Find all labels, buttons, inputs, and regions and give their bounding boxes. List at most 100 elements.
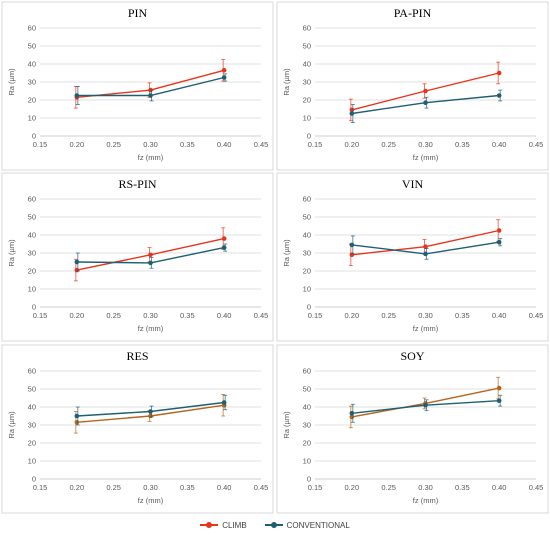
y-tick-label: 30 xyxy=(303,249,311,258)
y-tick-label: 20 xyxy=(28,96,36,105)
y-tick-label: 30 xyxy=(303,421,311,430)
x-tick-label: 0.25 xyxy=(381,140,396,149)
x-tick-label: 0.45 xyxy=(529,140,544,149)
data-point xyxy=(496,70,502,76)
y-tick-label: 0 xyxy=(32,132,36,141)
conventional-legend-marker xyxy=(264,522,283,528)
y-tick-label: 60 xyxy=(303,24,311,33)
x-tick-label: 0.15 xyxy=(33,483,48,492)
y-tick-label: 40 xyxy=(303,231,311,240)
series-conventional xyxy=(74,243,228,272)
y-tick-label: 0 xyxy=(307,475,311,484)
x-tick-label: 0.15 xyxy=(33,311,48,320)
x-tick-label: 0.25 xyxy=(381,483,396,492)
x-tick-label: 0.25 xyxy=(106,483,121,492)
y-tick-label: 30 xyxy=(303,78,311,87)
panel-frame xyxy=(276,172,549,342)
data-point xyxy=(423,402,428,408)
y-tick-label: 20 xyxy=(303,96,311,105)
data-point xyxy=(349,411,355,416)
x-tick-label: 0.30 xyxy=(418,311,433,320)
y-tick-label: 60 xyxy=(303,195,311,204)
chart-panel-rs-pin: RS-PIN 0 10 20 30 40 50 60 0.15 0.20 0.25 0.30 0.35 0… xyxy=(1,172,274,342)
chart-title: VIN xyxy=(402,177,424,191)
y-axis-title: Ra (µm) xyxy=(282,68,291,96)
x-tick-label: 0.20 xyxy=(70,140,85,149)
chart-panel-soy: SOY 0 10 20 30 40 50 60 0.15 0.20 0.25 0.30 0.35 0.40… xyxy=(276,344,549,514)
y-tick-label: 50 xyxy=(303,385,311,394)
panel-frame xyxy=(1,1,274,171)
series-conventional xyxy=(74,394,228,426)
data-point xyxy=(148,409,153,414)
y-tick-label: 10 xyxy=(303,285,311,294)
x-tick-label: 0.25 xyxy=(106,311,121,320)
y-tick-label: 20 xyxy=(303,267,311,276)
x-tick-label: 0.20 xyxy=(345,311,360,320)
y-axis-title: Ra (µm) xyxy=(7,239,16,267)
y-tick-label: 10 xyxy=(28,114,36,123)
x-tick-label: 0.45 xyxy=(529,311,544,320)
legend: CLIMB CONVENTIONAL xyxy=(0,518,550,532)
x-tick-label: 0.40 xyxy=(492,483,507,492)
x-tick-label: 0.35 xyxy=(180,483,195,492)
x-tick-label: 0.15 xyxy=(33,140,48,149)
x-tick-label: 0.40 xyxy=(217,140,232,149)
data-point xyxy=(148,260,153,266)
data-point xyxy=(496,239,502,245)
y-tick-label: 40 xyxy=(303,403,311,412)
x-tick-label: 0.45 xyxy=(254,311,269,320)
x-tick-label: 0.35 xyxy=(455,311,470,320)
y-tick-label: 30 xyxy=(28,78,36,87)
y-tick-label: 0 xyxy=(307,303,311,312)
y-tick-label: 40 xyxy=(28,231,36,240)
chart-title: PA-PIN xyxy=(394,6,432,20)
data-point xyxy=(74,420,80,425)
x-tick-label: 0.30 xyxy=(418,140,433,149)
x-axis-title: fz (mm) xyxy=(138,153,164,162)
chart-title: SOY xyxy=(400,349,424,363)
y-tick-label: 10 xyxy=(303,114,311,123)
y-tick-label: 10 xyxy=(303,457,311,466)
x-tick-label: 0.45 xyxy=(254,483,269,492)
y-axis-title: Ra (µm) xyxy=(282,239,291,267)
x-tick-label: 0.30 xyxy=(143,140,158,149)
y-tick-label: 50 xyxy=(303,42,311,51)
y-axis-title: Ra (µm) xyxy=(282,411,291,439)
x-tick-label: 0.15 xyxy=(308,140,323,149)
series-climb xyxy=(348,219,502,267)
data-point xyxy=(349,242,355,248)
x-tick-label: 0.45 xyxy=(254,140,269,149)
x-axis-title: fz (mm) xyxy=(413,496,439,505)
x-tick-label: 0.45 xyxy=(529,483,544,492)
x-tick-label: 0.30 xyxy=(143,483,158,492)
x-tick-label: 0.40 xyxy=(492,140,507,149)
x-axis-title: fz (mm) xyxy=(138,324,164,333)
x-tick-label: 0.20 xyxy=(70,483,85,492)
data-point xyxy=(496,228,502,233)
x-tick-label: 0.30 xyxy=(143,311,158,320)
chart-panel-vin: VIN 0 10 20 30 40 50 60 0.15 0.20 0.25 0.30 0.35 0.40… xyxy=(276,172,549,342)
conventional-legend-label: CONVENTIONAL xyxy=(286,520,350,530)
x-tick-label: 0.15 xyxy=(308,311,323,320)
data-point xyxy=(74,413,80,419)
chart-panel-res: RES 0 10 20 30 40 50 60 0.15 0.20 0.25 0.30 0.35 0.40… xyxy=(1,344,274,514)
legend-item-conventional: CONVENTIONAL xyxy=(264,520,350,530)
chart-panel-pin: PIN 0 10 20 30 40 50 60 0.15 0.20 0.25 0.30 0.35 0.40… xyxy=(1,1,274,171)
y-tick-label: 50 xyxy=(28,213,36,222)
series-conventional xyxy=(349,235,503,260)
x-axis-title: fz (mm) xyxy=(138,496,164,505)
climb-legend-label: CLIMB xyxy=(222,520,247,530)
y-tick-label: 20 xyxy=(303,439,311,448)
x-tick-label: 0.20 xyxy=(345,483,360,492)
data-point xyxy=(423,88,428,94)
x-tick-label: 0.20 xyxy=(70,311,85,320)
y-tick-label: 60 xyxy=(28,367,36,376)
y-tick-label: 20 xyxy=(28,439,36,448)
data-point xyxy=(349,252,355,258)
y-tick-label: 0 xyxy=(307,132,311,141)
y-tick-label: 40 xyxy=(303,60,311,69)
data-point xyxy=(496,93,502,98)
data-point xyxy=(148,413,153,419)
x-tick-label: 0.35 xyxy=(455,140,470,149)
data-point xyxy=(496,398,502,404)
